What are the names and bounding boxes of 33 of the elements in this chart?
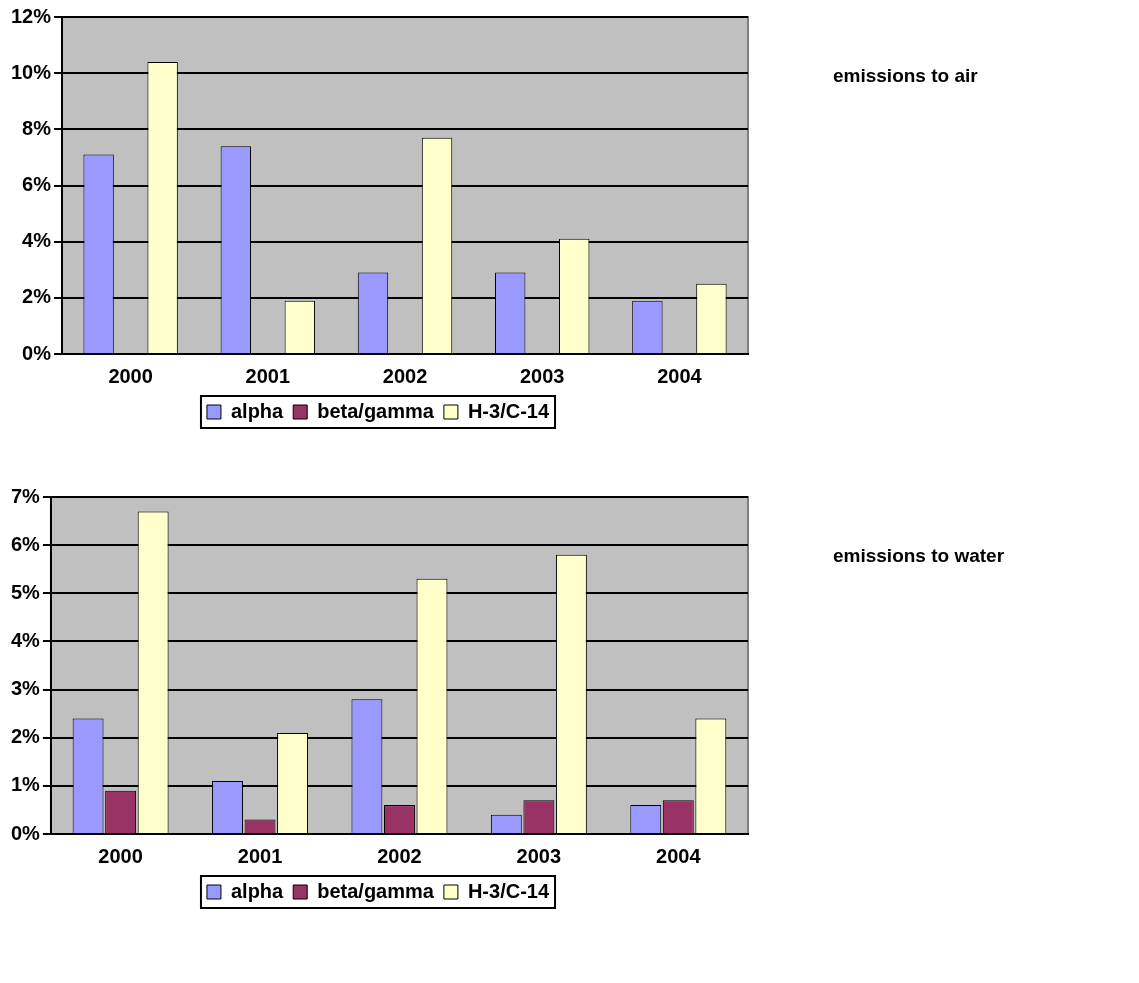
text: emissions to air [833,65,979,87]
legend-label: alpha [230,879,285,902]
legend-label: beta/gamma [317,879,435,902]
y-tick-label: 4% [11,628,41,651]
y-tick-label: 1% [11,773,41,796]
y-tick-label: 8% [22,116,52,139]
y-tick-label: 12% [11,4,52,27]
y-tick-label: 0% [22,341,52,364]
x-tick-label: 2001 [245,364,291,387]
x-tick-label: 2003 [519,364,565,387]
legend-label: H-3/C-14 [467,879,550,902]
x-tick-label: 2003 [516,844,562,867]
x-tick-label: 2004 [657,364,703,387]
y-tick-label: 2% [22,285,52,308]
legend-label: H-3/C-14 [467,399,550,422]
y-tick-label: 0% [11,821,41,844]
y-tick-label: 6% [22,173,52,196]
x-tick-label: 2004 [656,844,702,867]
x-tick-label: 2000 [98,844,143,867]
y-tick-label: 3% [11,677,41,700]
y-tick-label: 4% [22,229,52,252]
legend-label: beta/gamma [317,399,435,422]
y-tick-label: 6% [11,532,41,555]
y-tick-label: 2% [11,725,41,748]
x-tick-label: 2002 [382,364,428,387]
legend-label: alpha [230,399,285,422]
x-tick-label: 2000 [108,364,153,387]
text: emissions to water [833,545,1005,567]
y-tick-label: 10% [11,60,52,83]
y-tick-label: 5% [11,580,41,603]
x-tick-label: 2001 [237,844,283,867]
x-tick-label: 2002 [377,844,422,867]
y-tick-label: 7% [11,484,41,507]
